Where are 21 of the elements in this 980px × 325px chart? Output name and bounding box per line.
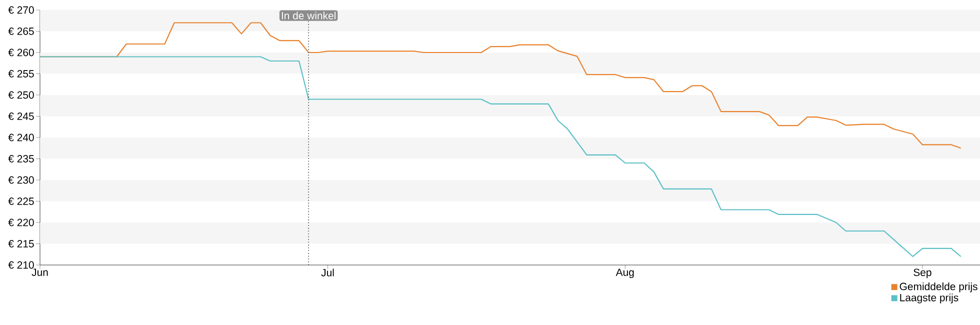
y-tick-label: € 240 (8, 134, 34, 142)
y-tick-label: € 270 (8, 6, 34, 14)
legend-label: Laagste prijs (900, 294, 958, 304)
x-tick-label: Aug (616, 268, 634, 278)
y-tick-label: € 230 (8, 176, 34, 184)
y-tick-label: € 210 (8, 261, 34, 269)
x-tick-label: Jun (32, 268, 48, 276)
y-tick-label: € 215 (8, 240, 34, 248)
y-tick-label: € 265 (8, 28, 34, 35)
y-tick-label: € 245 (8, 112, 34, 120)
x-tick-label: Sep (914, 268, 932, 278)
ref-line-label: In de winkel (282, 12, 336, 20)
line-series (39, 56, 962, 258)
y-tick-label: € 260 (8, 48, 34, 56)
legend-label: Gemiddelde prijs (900, 282, 978, 292)
y-tick-label: € 250 (8, 91, 34, 99)
y-tick-label: € 220 (8, 218, 34, 226)
y-tick-label: € 255 (8, 70, 34, 78)
x-tick-label: Jul (321, 268, 334, 276)
y-tick-label: € 225 (8, 198, 34, 205)
y-tick-label: € 235 (8, 155, 34, 162)
